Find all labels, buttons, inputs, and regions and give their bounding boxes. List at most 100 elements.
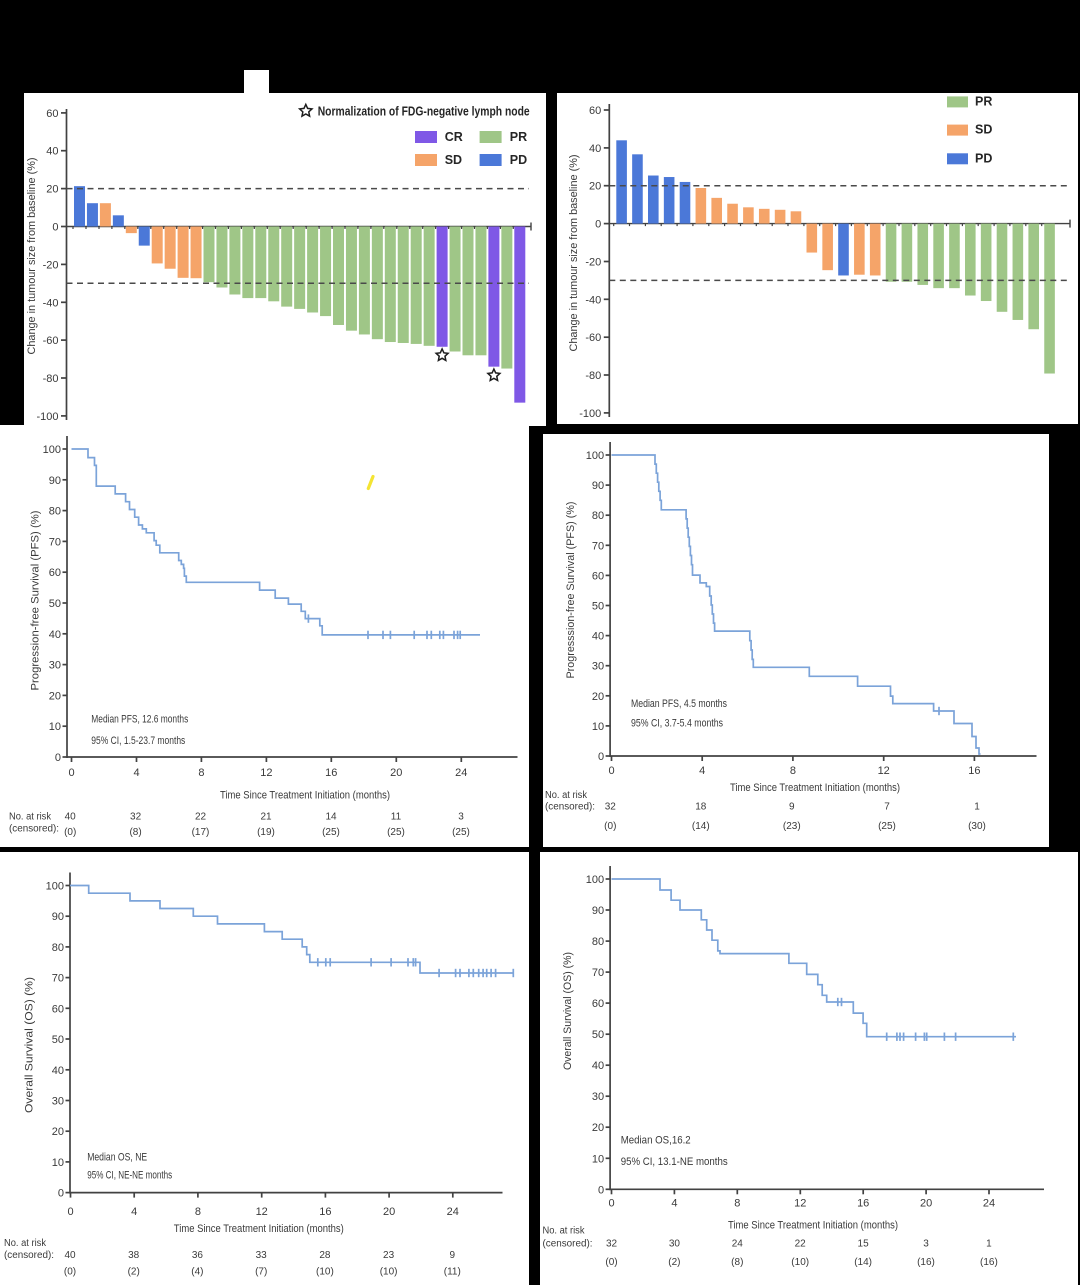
svg-text:40: 40 <box>592 631 604 643</box>
svg-text:(25): (25) <box>878 821 896 832</box>
svg-text:80: 80 <box>52 942 64 954</box>
svg-text:(8): (8) <box>731 1257 743 1268</box>
svg-text:20: 20 <box>46 184 58 196</box>
svg-text:24: 24 <box>447 1206 459 1218</box>
svg-text:23: 23 <box>383 1250 395 1261</box>
svg-text:(censored):: (censored): <box>4 1250 54 1261</box>
svg-text:10: 10 <box>592 721 604 733</box>
svg-text:Overall Survival (OS) (%): Overall Survival (OS) (%) <box>562 952 574 1070</box>
svg-text:-80: -80 <box>585 370 601 382</box>
svg-text:70: 70 <box>52 973 64 985</box>
svg-text:(25): (25) <box>452 827 470 838</box>
svg-text:60: 60 <box>52 1003 64 1015</box>
svg-text:Overall Survival (OS) (%): Overall Survival (OS) (%) <box>24 977 36 1113</box>
svg-text:10: 10 <box>49 721 61 733</box>
svg-text:-60: -60 <box>585 332 601 344</box>
svg-text:24: 24 <box>455 767 467 779</box>
svg-text:Normalization of FDG-negative: Normalization of FDG-negative lymph node <box>318 104 530 119</box>
svg-text:90: 90 <box>592 905 604 917</box>
svg-text:1: 1 <box>974 802 980 813</box>
svg-text:(17): (17) <box>192 827 210 838</box>
svg-text:20: 20 <box>383 1206 395 1218</box>
svg-text:32: 32 <box>605 802 617 813</box>
svg-text:Time Since Treatment Initiatio: Time Since Treatment Initiation (months) <box>728 1220 898 1232</box>
svg-text:4: 4 <box>699 765 705 777</box>
svg-text:60: 60 <box>49 567 61 579</box>
svg-text:100: 100 <box>586 450 604 462</box>
svg-text:60: 60 <box>592 570 604 582</box>
svg-text:CR: CR <box>445 130 463 144</box>
svg-text:Median PFS, 4.5 months: Median PFS, 4.5 months <box>631 698 727 710</box>
svg-text:70: 70 <box>49 536 61 548</box>
svg-text:(censored):: (censored): <box>543 1238 593 1249</box>
svg-text:30: 30 <box>669 1238 681 1249</box>
svg-text:(0): (0) <box>64 1267 76 1278</box>
svg-text:(14): (14) <box>854 1257 872 1268</box>
svg-text:(14): (14) <box>692 821 710 832</box>
svg-text:32: 32 <box>130 812 142 823</box>
svg-text:0: 0 <box>608 765 614 777</box>
svg-text:(16): (16) <box>917 1257 935 1268</box>
svg-text:30: 30 <box>52 1096 64 1108</box>
svg-text:-100: -100 <box>579 408 601 420</box>
svg-text:50: 50 <box>52 1034 64 1046</box>
svg-text:0: 0 <box>52 222 58 234</box>
svg-text:8: 8 <box>195 1206 201 1218</box>
svg-text:PR: PR <box>975 95 992 109</box>
svg-text:No. at risk: No. at risk <box>9 812 52 823</box>
svg-text:3: 3 <box>923 1238 929 1249</box>
svg-text:20: 20 <box>49 690 61 702</box>
svg-text:4: 4 <box>671 1198 677 1210</box>
svg-text:Progresssion-free Survival (PF: Progresssion-free Survival (PFS) (%) <box>565 502 577 679</box>
svg-text:(19): (19) <box>257 827 275 838</box>
svg-text:(2): (2) <box>668 1257 680 1268</box>
svg-text:9: 9 <box>450 1250 456 1261</box>
svg-text:95% CI, NE-NE months: 95% CI, NE-NE months <box>87 1169 172 1181</box>
svg-text:15: 15 <box>858 1238 870 1249</box>
svg-text:(7): (7) <box>255 1267 267 1278</box>
svg-text:80: 80 <box>592 936 604 948</box>
svg-text:9: 9 <box>789 802 795 813</box>
svg-text:22: 22 <box>195 812 207 823</box>
svg-text:11: 11 <box>391 812 402 823</box>
svg-text:40: 40 <box>49 629 61 641</box>
svg-text:Progression-free Survival (PFS: Progression-free Survival (PFS) (%) <box>30 511 42 691</box>
svg-text:50: 50 <box>49 598 61 610</box>
svg-text:(23): (23) <box>783 821 801 832</box>
svg-text:40: 40 <box>46 146 58 158</box>
svg-text:100: 100 <box>46 881 64 893</box>
svg-text:(30): (30) <box>968 821 986 832</box>
svg-text:PD: PD <box>975 151 992 165</box>
svg-text:50: 50 <box>592 1029 604 1041</box>
svg-text:Median OS, NE: Median OS, NE <box>87 1152 147 1164</box>
svg-text:60: 60 <box>592 998 604 1010</box>
svg-text:60: 60 <box>589 105 601 117</box>
svg-text:Change in tumour size from bas: Change in tumour size from baseline (%) <box>568 155 580 352</box>
svg-text:20: 20 <box>390 767 402 779</box>
svg-text:16: 16 <box>857 1198 869 1210</box>
svg-text:10: 10 <box>52 1157 64 1169</box>
svg-text:4: 4 <box>133 767 139 779</box>
svg-text:90: 90 <box>592 480 604 492</box>
svg-text:(25): (25) <box>387 827 405 838</box>
svg-text:14: 14 <box>325 812 337 823</box>
svg-text:32: 32 <box>606 1238 618 1249</box>
svg-text:95% CI, 3.7-5.4 months: 95% CI, 3.7-5.4 months <box>631 718 723 730</box>
svg-text:4: 4 <box>131 1206 137 1218</box>
svg-text:SD: SD <box>445 153 462 167</box>
svg-text:40: 40 <box>592 1060 604 1072</box>
svg-text:No. at risk: No. at risk <box>545 790 588 801</box>
svg-text:36: 36 <box>192 1250 204 1261</box>
svg-text:-40: -40 <box>43 297 59 309</box>
svg-text:0: 0 <box>595 219 601 231</box>
svg-text:38: 38 <box>128 1250 140 1261</box>
svg-text:(10): (10) <box>791 1257 809 1268</box>
svg-text:100: 100 <box>43 444 61 456</box>
svg-text:30: 30 <box>49 660 61 672</box>
svg-text:Median OS,16.2: Median OS,16.2 <box>621 1135 691 1147</box>
svg-text:20: 20 <box>592 1122 604 1134</box>
svg-text:12: 12 <box>260 767 272 779</box>
svg-text:(10): (10) <box>380 1267 398 1278</box>
svg-text:8: 8 <box>734 1198 740 1210</box>
svg-text:70: 70 <box>592 540 604 552</box>
